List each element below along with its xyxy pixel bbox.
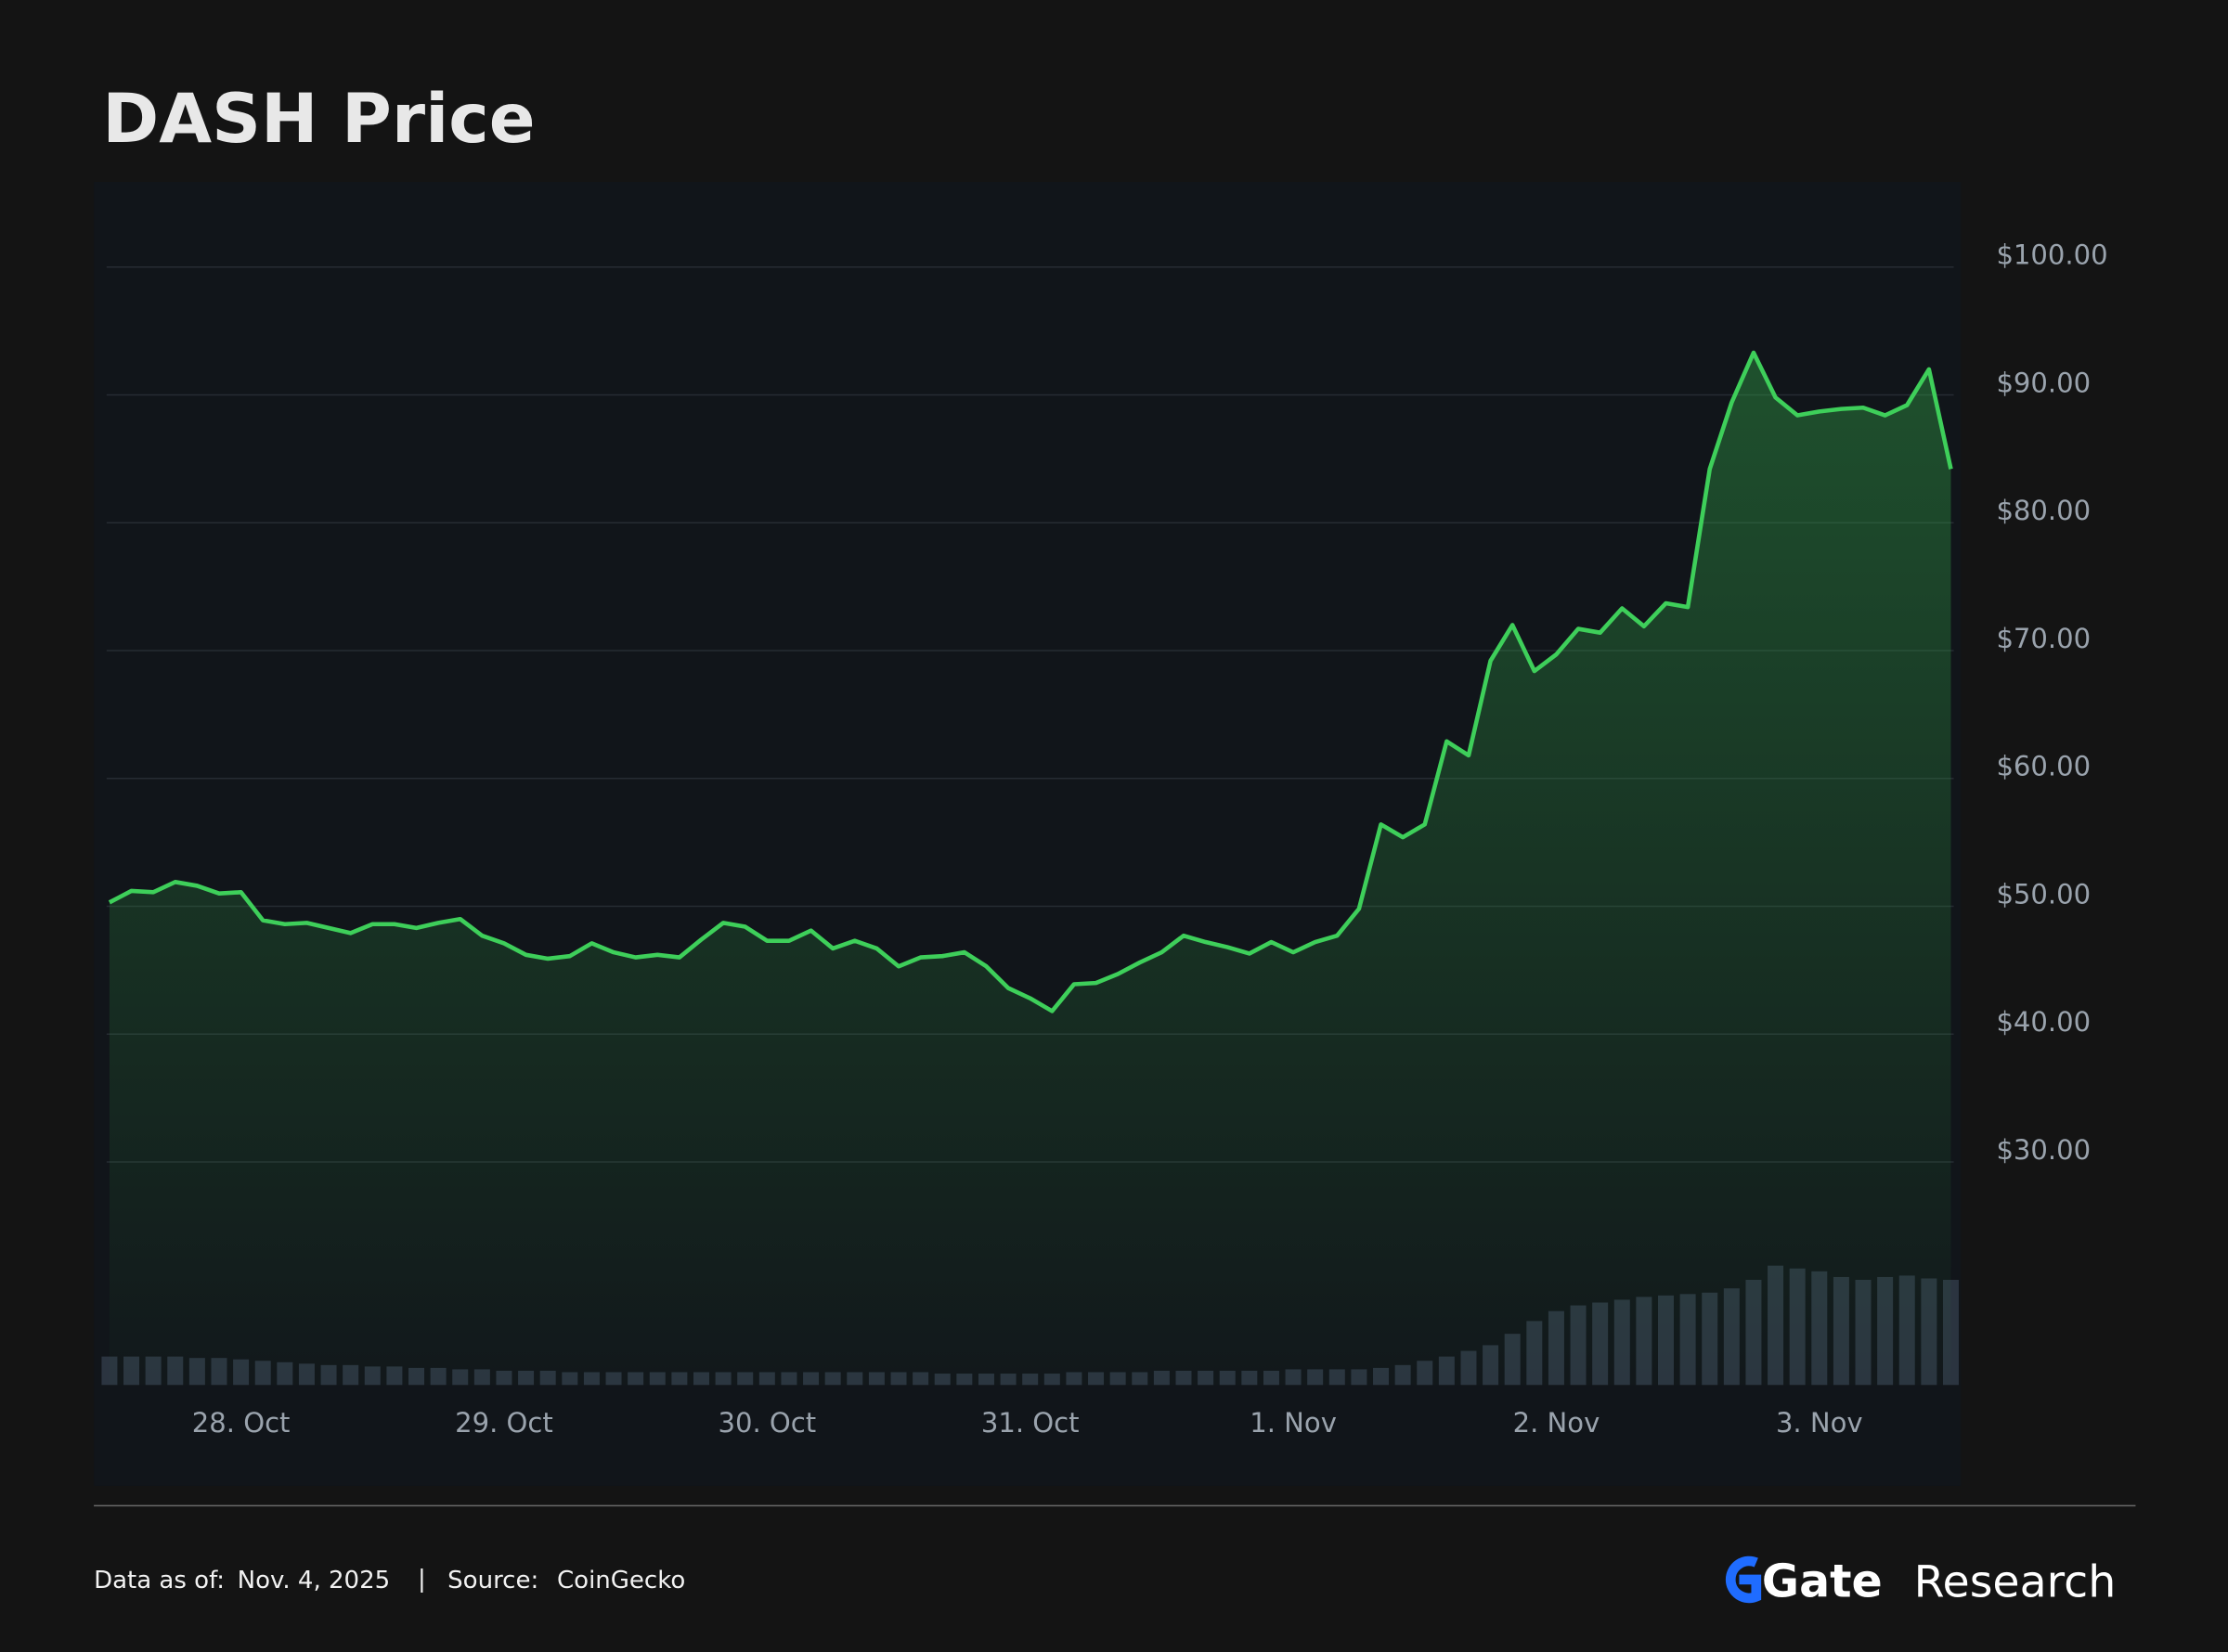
brand-suffix: Research	[1914, 1556, 2117, 1607]
brand-name: Gate	[1762, 1555, 1883, 1607]
y-tick-label: $40.00	[1996, 1006, 2091, 1038]
footer-date-label: Data as of:	[94, 1567, 225, 1594]
x-tick-label: 29. Oct	[455, 1407, 553, 1439]
chart-title: DASH Price	[102, 80, 535, 159]
footer-date: Nov. 4, 2025	[238, 1567, 391, 1594]
y-tick-label: $60.00	[1996, 751, 2091, 782]
x-tick-label: 1. Nov	[1250, 1407, 1337, 1439]
y-tick-label: $80.00	[1996, 495, 2091, 526]
y-tick-label: $100.00	[1996, 239, 2107, 271]
price-area	[109, 353, 1951, 1386]
x-tick-label: 31. Oct	[981, 1407, 1080, 1439]
x-tick-label: 28. Oct	[192, 1407, 291, 1439]
footer-source-label: Source:	[447, 1567, 538, 1594]
y-tick-label: $90.00	[1996, 367, 2091, 398]
x-tick-label: 30. Oct	[718, 1407, 816, 1439]
footer-source: CoinGecko	[557, 1567, 685, 1594]
y-tick-label: $70.00	[1996, 623, 2091, 654]
footer-separator: |	[418, 1566, 426, 1594]
price-line	[108, 350, 1953, 1013]
y-tick-label: $50.00	[1996, 878, 2091, 910]
x-tick-label: 2. Nov	[1513, 1407, 1600, 1439]
plot: $30.00 $40.00 $50.00 $60.00 $70.00 $80.00 $90.…	[101, 239, 2108, 1439]
brand-logo: Gate Research	[1725, 1555, 2117, 1607]
brand-icon	[1725, 1555, 1762, 1604]
y-tick-label: $30.00	[1996, 1134, 2091, 1166]
x-tick-label: 3. Nov	[1776, 1407, 1863, 1439]
